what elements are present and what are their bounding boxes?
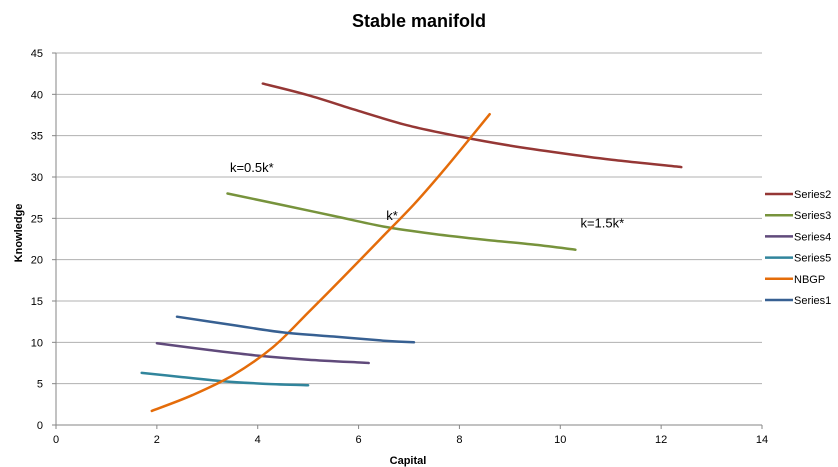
legend-label: Series2 <box>794 189 831 201</box>
annotations: k=0.5k* k* k=1.5k* <box>230 160 624 230</box>
legend-label: Series4 <box>794 231 831 243</box>
y-tick-label: 35 <box>31 131 43 143</box>
series-line-series1 <box>175 315 416 344</box>
x-tick-label: 6 <box>356 434 362 446</box>
y-tick-label: 20 <box>31 255 43 267</box>
legend-label: Series1 <box>794 295 831 307</box>
chart-title: Stable manifold <box>352 11 486 31</box>
x-tick-label: 12 <box>655 434 667 446</box>
series-line-nbgp <box>150 112 491 413</box>
series-line-series4 <box>155 341 370 365</box>
y-tick-label: 0 <box>37 420 43 432</box>
gridlines <box>56 52 762 385</box>
legend-label: NBGP <box>794 274 825 286</box>
y-tick-label: 5 <box>37 379 43 391</box>
y-axis-label: Knowledge <box>13 204 25 263</box>
x-tick-label: 8 <box>456 434 462 446</box>
x-tick-label: 10 <box>554 434 566 446</box>
x-tick-label: 4 <box>255 434 261 446</box>
x-tick-label: 2 <box>154 434 160 446</box>
annotation-label: k=1.5k* <box>580 215 624 230</box>
axes: 0 5 10 15 20 25 30 35 40 45 0 2 4 6 8 10 12 14 <box>31 48 768 446</box>
legend: Series2 Series3 Series4 Series5 NBGP Series1 <box>765 189 831 307</box>
annotation-label: k* <box>386 208 398 223</box>
series-line-series3 <box>226 192 577 251</box>
y-tick-label: 25 <box>31 213 43 225</box>
x-tick-label: 14 <box>756 434 768 446</box>
legend-label: Series3 <box>794 210 831 222</box>
y-tick-label: 45 <box>31 48 43 60</box>
annotation-label: k=0.5k* <box>230 160 274 175</box>
x-tick-label: 0 <box>53 434 59 446</box>
series-line-series2 <box>261 82 683 169</box>
y-tick-label: 10 <box>31 337 43 349</box>
series-lines <box>140 82 683 413</box>
x-axis-label: Capital <box>390 455 427 467</box>
y-tick-label: 15 <box>31 296 43 308</box>
y-tick-label: 40 <box>31 89 43 101</box>
legend-label: Series5 <box>794 253 831 265</box>
y-tick-label: 30 <box>31 172 43 184</box>
